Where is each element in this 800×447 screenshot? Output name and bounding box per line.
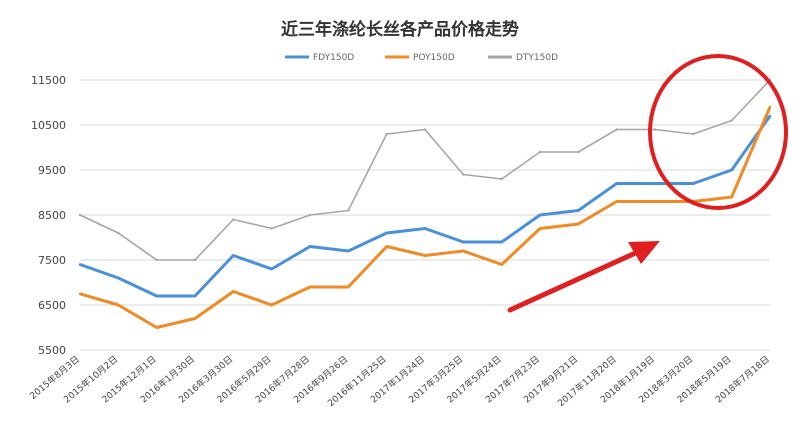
data-point: [117, 303, 120, 307]
data-point: [232, 254, 235, 257]
data-point: [193, 294, 197, 298]
data-point: [692, 182, 695, 185]
data-point: [155, 326, 158, 329]
data-point: [423, 227, 427, 230]
data-point: [615, 182, 618, 185]
data-point: [155, 294, 158, 298]
data-point: [78, 213, 82, 217]
legend-label-FDY150D: FDY150D: [313, 53, 354, 63]
data-point: [730, 195, 733, 199]
data-point: [270, 227, 273, 230]
data-point: [117, 276, 120, 280]
y-tick-label: 5500: [38, 344, 66, 357]
data-point: [385, 231, 388, 235]
data-point: [692, 132, 695, 136]
data-point: [653, 200, 657, 203]
highlight-ellipse: [648, 54, 788, 210]
data-point: [385, 245, 388, 248]
y-tick-label: 11500: [31, 74, 66, 87]
data-point: [500, 177, 503, 181]
legend-label-POY150D: POY150D: [413, 53, 455, 63]
data-point: [768, 114, 772, 118]
data-point: [462, 240, 465, 244]
data-point: [78, 292, 82, 295]
y-tick-label: 8500: [38, 209, 66, 222]
y-tick-label: 6500: [38, 299, 66, 312]
data-point: [347, 249, 350, 253]
data-point: [385, 132, 388, 136]
data-point: [347, 285, 350, 289]
data-point: [577, 209, 580, 212]
x-axis-ticks: 2015年8月3日2015年10月2日2015年12月1日2016年1月30日2…: [27, 353, 772, 409]
data-point: [615, 200, 618, 203]
data-point: [78, 263, 82, 266]
y-tick-label: 10500: [31, 119, 66, 132]
data-point: [653, 128, 657, 131]
data-point: [347, 209, 350, 212]
data-point: [193, 258, 197, 262]
series-lines: [78, 78, 772, 329]
data-point: [155, 258, 158, 262]
data-point: [538, 150, 542, 154]
data-point: [193, 317, 197, 320]
data-point: [270, 303, 273, 307]
data-point: [308, 213, 312, 217]
data-point: [308, 245, 312, 248]
y-tick-label: 7500: [38, 254, 66, 267]
series-line-FDY150D: [79, 115, 772, 298]
data-point: [768, 105, 772, 109]
data-point: [538, 227, 542, 230]
gridlines: [80, 79, 770, 351]
legend-label-DTY150D: DTY150D: [516, 53, 558, 63]
data-point: [423, 254, 427, 257]
data-point: [615, 128, 618, 131]
data-point: [270, 267, 273, 271]
y-tick-label: 9500: [38, 164, 66, 177]
data-point: [423, 128, 427, 131]
data-point: [117, 231, 120, 235]
data-point: [653, 182, 657, 185]
data-point: [500, 263, 503, 266]
data-point: [730, 168, 733, 172]
trend-arrow-head: [628, 241, 660, 264]
data-point: [538, 213, 542, 217]
data-point: [577, 222, 580, 226]
annotations: [507, 54, 788, 313]
data-point: [232, 290, 235, 293]
trend-arrow-shaft: [507, 247, 645, 313]
data-point: [577, 150, 580, 154]
chart-title: 近三年涤纶长丝各产品价格走势: [281, 19, 519, 40]
data-point: [500, 240, 503, 244]
data-point: [308, 285, 312, 289]
data-point: [232, 218, 235, 221]
series-line-POY150D: [79, 106, 772, 329]
y-axis-ticks: 5500 6500 7500 8500 9500 10500 11500: [31, 74, 66, 357]
data-point: [462, 249, 465, 253]
data-point: [462, 173, 465, 176]
legend: FDY150D POY150D DTY150D: [285, 53, 558, 63]
data-point: [730, 119, 733, 122]
